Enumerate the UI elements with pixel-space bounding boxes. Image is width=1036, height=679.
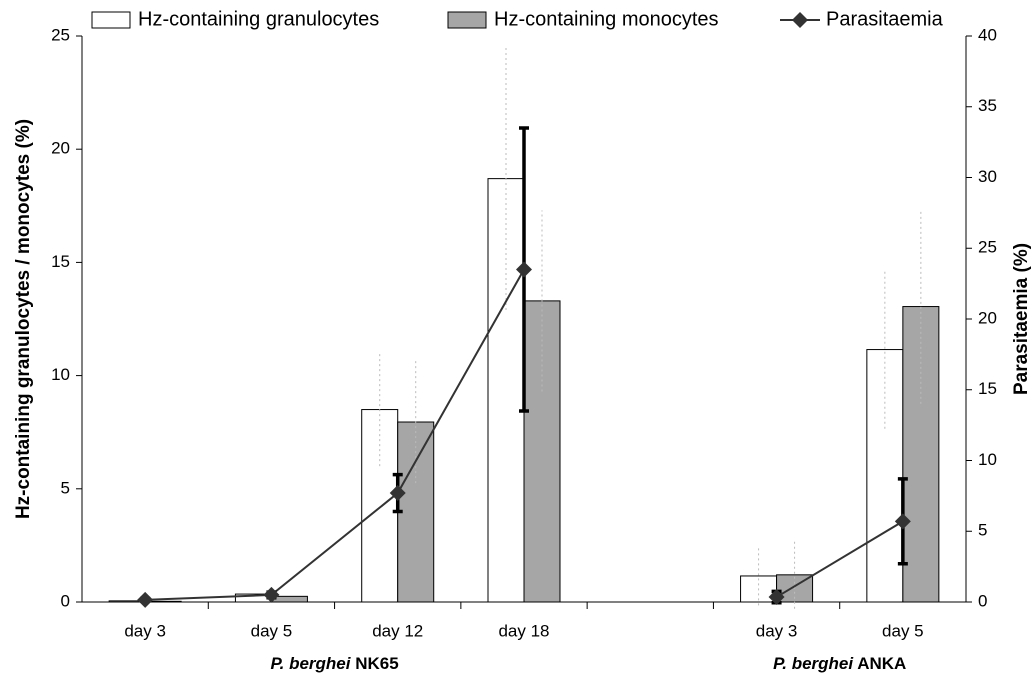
group-species: P. berghei bbox=[270, 654, 351, 673]
marker bbox=[516, 261, 532, 278]
y-tick-label: 15 bbox=[51, 252, 70, 271]
y-tick-label: 20 bbox=[51, 139, 70, 158]
x-tick-label: day 3 bbox=[756, 621, 798, 640]
bar bbox=[397, 421, 435, 603]
y2-tick-label: 5 bbox=[978, 521, 987, 540]
legend-marker bbox=[792, 12, 808, 28]
marker bbox=[894, 513, 911, 530]
y2-tick-label: 35 bbox=[978, 96, 997, 115]
legend-label: Hz-containing granulocytes bbox=[138, 8, 379, 30]
y-tick-label: 5 bbox=[61, 478, 70, 497]
x-tick-label: day 12 bbox=[372, 621, 423, 640]
y2-tick-label: 15 bbox=[978, 379, 997, 398]
y2-tick-label: 10 bbox=[978, 450, 997, 469]
legend-swatch bbox=[91, 11, 131, 29]
y2-tick-label: 0 bbox=[978, 591, 987, 610]
bar bbox=[487, 178, 525, 603]
x-tick-label: day 3 bbox=[124, 621, 166, 640]
y2-tick-label: 25 bbox=[978, 238, 997, 257]
marker bbox=[389, 485, 406, 502]
legend-label: Hz-containing monocytes bbox=[494, 8, 719, 30]
y-tick-label: 25 bbox=[51, 25, 70, 44]
bar bbox=[361, 409, 399, 603]
x-tick-label: day 5 bbox=[251, 621, 293, 640]
y-tick-label: 10 bbox=[51, 365, 70, 384]
group-label: P. berghei ANKA bbox=[773, 654, 906, 673]
legend-swatch bbox=[447, 11, 487, 29]
y-axis-title: Hz-containing granulocytes / monocytes (… bbox=[13, 119, 34, 519]
legend-label: Parasitaemia bbox=[826, 8, 944, 30]
y2-tick-label: 30 bbox=[978, 167, 997, 186]
group-strain: NK65 bbox=[355, 654, 398, 673]
line bbox=[145, 268, 904, 601]
bar bbox=[866, 349, 904, 603]
marker bbox=[768, 589, 785, 606]
y2-axis-title: Parasitaemia (%) bbox=[1011, 243, 1032, 395]
y2-tick-label: 20 bbox=[978, 308, 997, 327]
x-tick-label: day 5 bbox=[882, 621, 924, 640]
y2-tick-label: 40 bbox=[978, 25, 997, 44]
group-species: P. berghei bbox=[773, 654, 854, 673]
bar bbox=[902, 306, 940, 603]
x-tick-label: day 18 bbox=[498, 621, 549, 640]
marker bbox=[263, 586, 280, 603]
group-label: P. berghei NK65 bbox=[270, 654, 398, 673]
marker bbox=[137, 591, 154, 608]
group-strain: ANKA bbox=[857, 654, 906, 673]
y-tick-label: 0 bbox=[61, 591, 70, 610]
